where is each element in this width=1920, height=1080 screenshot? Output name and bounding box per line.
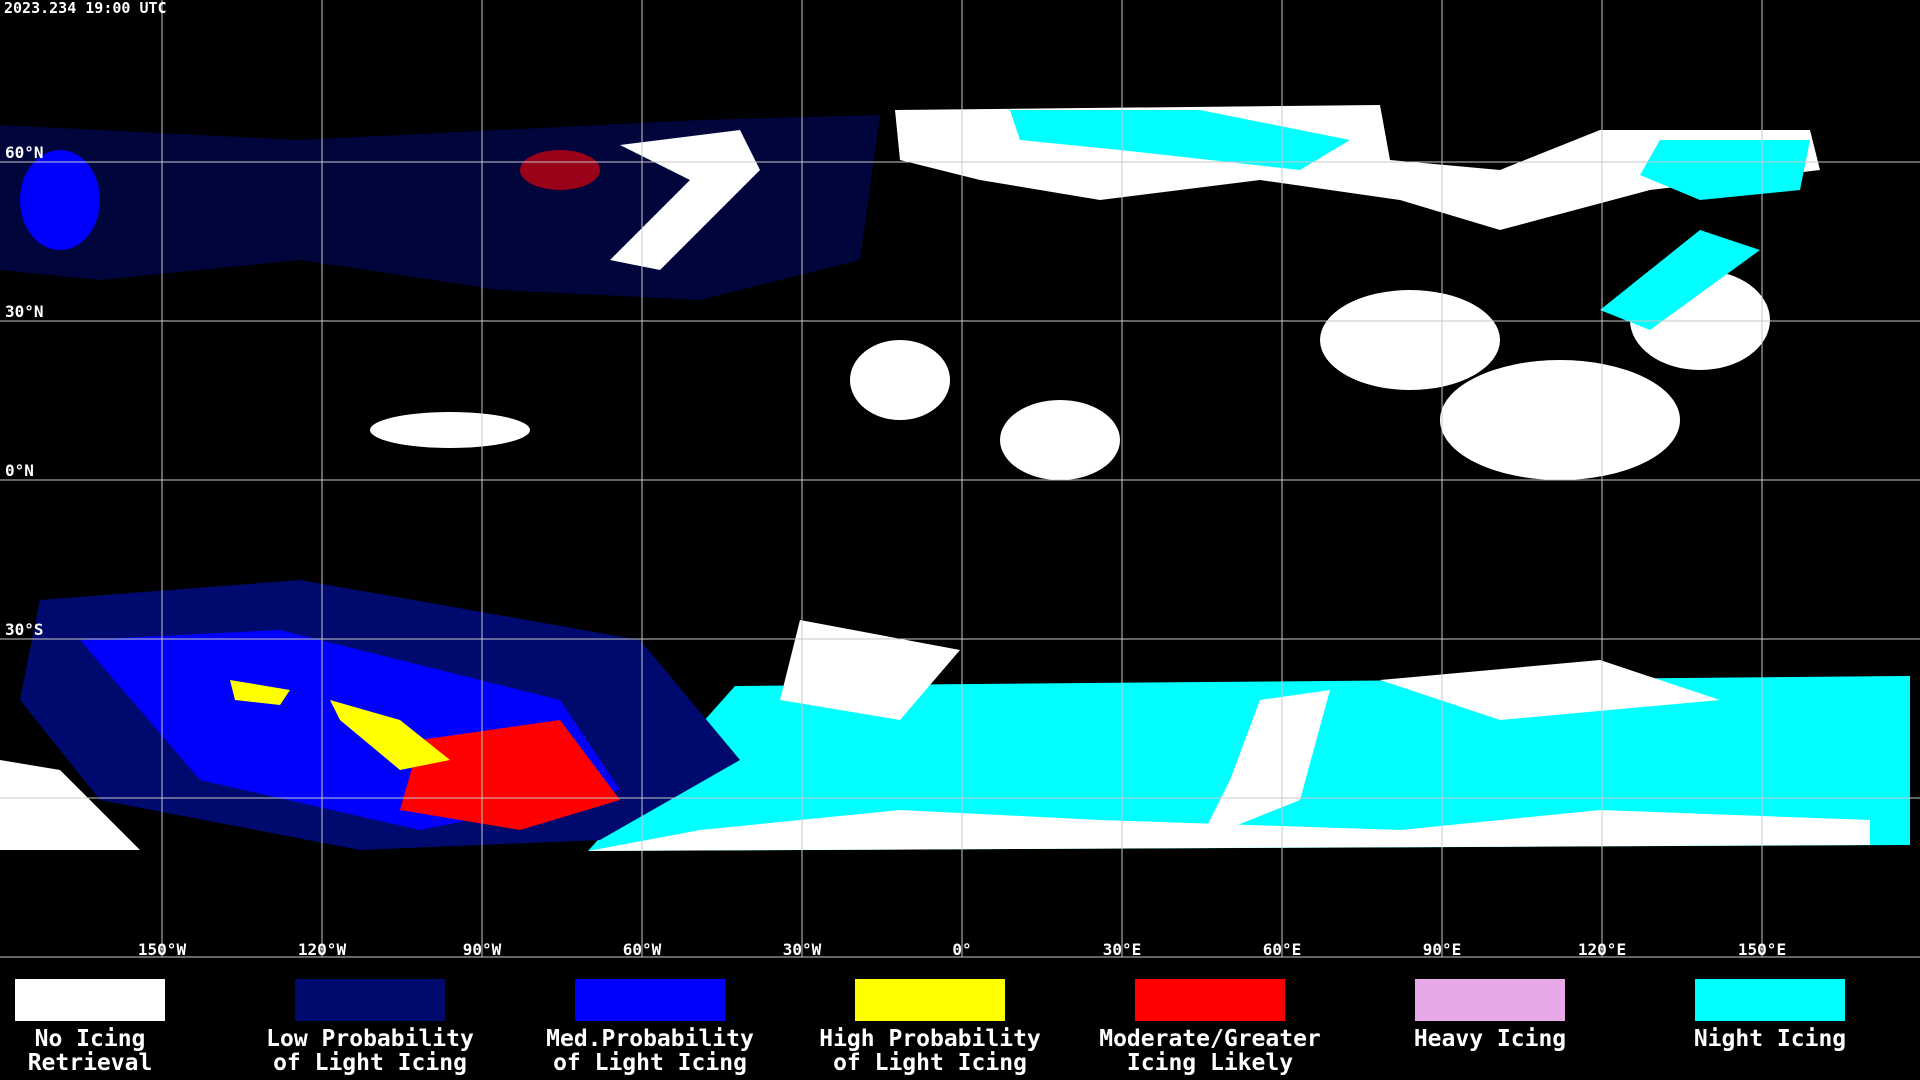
legend-label: Low Probability [266, 1026, 474, 1052]
cloud-white [850, 340, 950, 420]
legend-label: Med.Probability [546, 1026, 754, 1052]
icing-low [0, 115, 880, 300]
legend-label: Icing Likely [1127, 1050, 1293, 1076]
cloud-white [610, 130, 760, 270]
lon-label: 0° [952, 940, 971, 959]
icing-moderate [520, 150, 600, 190]
lon-label: 90°W [463, 940, 502, 959]
cloud-cyan [1600, 230, 1760, 330]
lat-label: 30°S [5, 620, 44, 639]
cloud-cyan [1010, 110, 1350, 170]
graticule-labels: 150°W 120°W 90°W 60°W 30°W 0° 30°E 60°E 90°E 120°… [5, 143, 1786, 959]
legend-label: of Light Icing [553, 1050, 747, 1076]
legend-label: Heavy Icing [1414, 1026, 1566, 1052]
cloud-cyan [1640, 140, 1810, 200]
cloud-white [1320, 290, 1500, 390]
legend-swatch [15, 979, 165, 1021]
lon-label: 150°E [1738, 940, 1786, 959]
legend-label: No Icing [35, 1026, 146, 1052]
legend-label: of Light Icing [833, 1050, 1027, 1076]
lat-label: 60°N [5, 143, 44, 162]
cloud-white [1380, 660, 1720, 720]
cloud-white [0, 760, 140, 850]
lon-label: 30°E [1103, 940, 1142, 959]
cloud-white [780, 620, 960, 720]
cloud-white [370, 412, 530, 448]
lon-label: 30°W [783, 940, 822, 959]
lon-label: 150°W [138, 940, 187, 959]
cloud-white [1440, 360, 1680, 480]
legend-swatch [1135, 979, 1285, 1021]
legend-label: Moderate/Greater [1099, 1026, 1321, 1052]
timestamp: 2023.234 19:00 UTC [4, 0, 167, 17]
lon-label: 120°W [298, 940, 347, 959]
cloud-white [1200, 690, 1330, 840]
legend-label: Retrieval [28, 1050, 153, 1076]
lat-label: 60°S [5, 779, 44, 798]
icing-moderate [400, 720, 620, 830]
legend-swatch [295, 979, 445, 1021]
legend-label: of Light Icing [273, 1050, 467, 1076]
imagery [0, 105, 1910, 851]
cloud-white [1000, 400, 1120, 480]
legend-label: Night Icing [1694, 1026, 1846, 1052]
legend-swatch [1415, 979, 1565, 1021]
icing-high [230, 680, 290, 705]
legend-swatch [855, 979, 1005, 1021]
lon-label: 60°E [1263, 940, 1302, 959]
lon-label: 90°E [1423, 940, 1462, 959]
lon-label: 120°E [1578, 940, 1626, 959]
legend-swatch [1695, 979, 1845, 1021]
graticule [0, 0, 1920, 957]
legend-label: High Probability [819, 1026, 1041, 1052]
legend-swatch [575, 979, 725, 1021]
lon-label: 60°W [623, 940, 662, 959]
icing-high [330, 700, 450, 770]
lat-label: 0°N [5, 461, 34, 480]
cloud-white [588, 810, 1870, 851]
icing-med [20, 150, 100, 250]
lat-label: 30°N [5, 302, 44, 321]
